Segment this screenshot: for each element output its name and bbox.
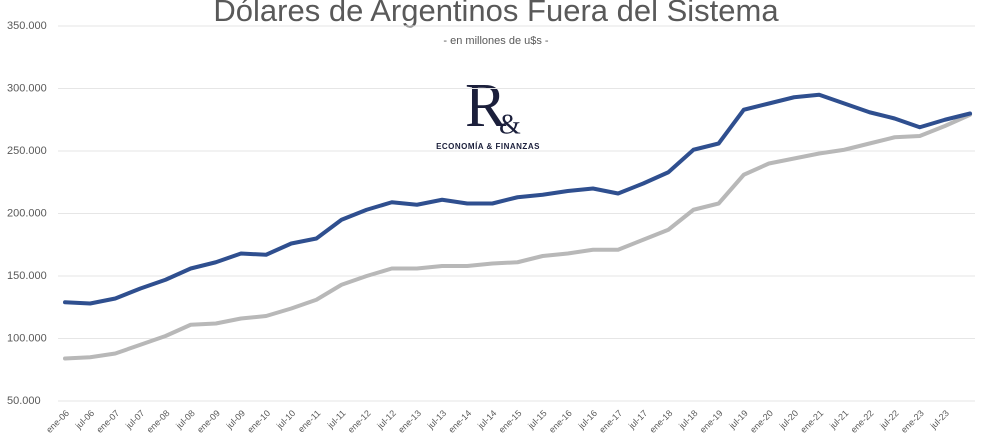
chart-subtitle: - en millones de u$s - <box>443 35 548 47</box>
x-tick-label: jul-10 <box>274 408 297 431</box>
x-tick-label: jul-15 <box>525 408 548 431</box>
x-tick-label: ene-21 <box>798 408 825 435</box>
y-tick-label: 200.000 <box>7 207 47 219</box>
x-tick-label: ene-16 <box>547 408 574 435</box>
x-tick-label: ene-13 <box>396 408 423 435</box>
x-tick-label: ene-23 <box>899 408 926 435</box>
x-tick-label: jul-13 <box>425 408 448 431</box>
x-tick-label: jul-14 <box>475 408 498 431</box>
x-tick-label: ene-22 <box>849 408 876 435</box>
logo-letter: R <box>465 72 507 140</box>
x-tick-label: jul-12 <box>375 408 398 431</box>
logo-text: ECONOMÍA & FINANZAS <box>436 142 540 151</box>
x-tick-label: ene-10 <box>245 408 272 435</box>
x-tick-label: jul-11 <box>325 408 348 431</box>
x-tick-label: jul-23 <box>928 408 951 431</box>
series-line <box>63 112 973 361</box>
x-tick-label: ene-07 <box>94 408 121 435</box>
x-tick-label: jul-16 <box>576 408 599 431</box>
y-tick-label: 50.000 <box>7 395 41 407</box>
x-tick-label: ene-06 <box>44 408 71 435</box>
x-tick-label: jul-08 <box>173 408 196 431</box>
series-line <box>63 92 973 306</box>
chart-title: Dólares de Argentinos Fuera del Sistema <box>213 0 779 28</box>
x-tick-label: ene-15 <box>497 408 524 435</box>
logo-amp: & <box>499 109 521 140</box>
x-tick-label: jul-22 <box>877 408 900 431</box>
x-tick-label: jul-18 <box>676 408 699 431</box>
x-tick-label: ene-20 <box>748 408 775 435</box>
x-tick-label: ene-09 <box>195 408 222 435</box>
x-tick-label: jul-19 <box>727 408 750 431</box>
x-tick-label: ene-12 <box>346 408 373 435</box>
y-tick-label: 100.000 <box>7 332 47 344</box>
x-tick-label: jul-06 <box>73 408 96 431</box>
y-tick-label: 150.000 <box>7 270 47 282</box>
x-tick-label: ene-08 <box>145 408 172 435</box>
x-tick-label: ene-18 <box>648 408 675 435</box>
x-tick-label: jul-17 <box>626 408 649 431</box>
x-tick-label: ene-14 <box>446 408 473 435</box>
y-tick-label: 250.000 <box>7 145 47 157</box>
x-tick-label: jul-21 <box>827 408 850 431</box>
x-tick-label: jul-09 <box>224 408 247 431</box>
x-tick-label: ene-17 <box>597 408 624 435</box>
x-tick-label: jul-07 <box>123 408 146 431</box>
x-tick-label: ene-11 <box>296 408 322 434</box>
y-tick-label: 300.000 <box>7 82 47 94</box>
y-tick-label: 350.000 <box>7 20 47 32</box>
x-tick-label: jul-20 <box>777 408 800 431</box>
x-tick-label: ene-19 <box>698 408 725 435</box>
